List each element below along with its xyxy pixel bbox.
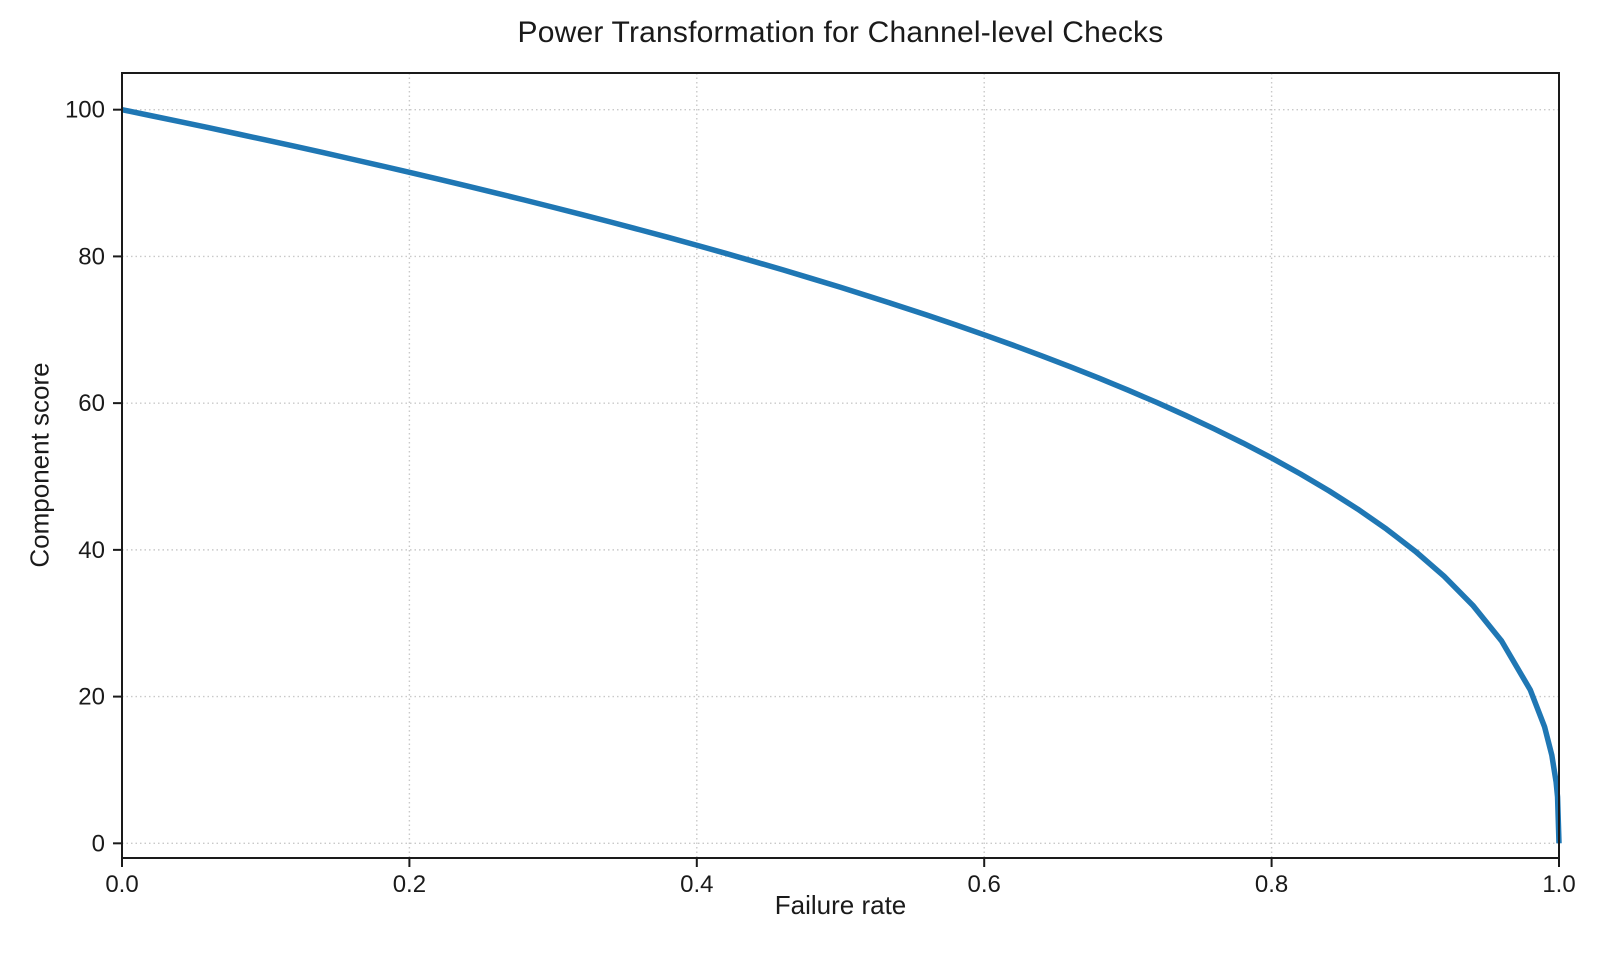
x-tick-label: 1.0 bbox=[1542, 871, 1575, 898]
x-tick-label: 0.4 bbox=[680, 871, 713, 898]
y-tick-label: 0 bbox=[92, 830, 105, 857]
y-tick-label: 100 bbox=[65, 97, 105, 124]
x-axis-label: Failure rate bbox=[774, 890, 907, 920]
x-tick-label: 0.6 bbox=[968, 871, 1001, 898]
y-tick-label: 40 bbox=[78, 537, 105, 564]
x-tick-label: 0.2 bbox=[393, 871, 426, 898]
chart-title: Power Transformation for Channel-level C… bbox=[517, 16, 1164, 49]
y-tick-label: 60 bbox=[78, 390, 105, 417]
x-tick-label: 0.8 bbox=[1255, 871, 1288, 898]
y-axis-label: Component score bbox=[24, 362, 55, 568]
y-tick-label: 80 bbox=[78, 243, 105, 270]
y-tick-label: 20 bbox=[78, 684, 105, 711]
axes-frame bbox=[121, 72, 1560, 859]
x-tick-label: 0.0 bbox=[105, 871, 138, 898]
power-transform-curve bbox=[121, 106, 1562, 844]
